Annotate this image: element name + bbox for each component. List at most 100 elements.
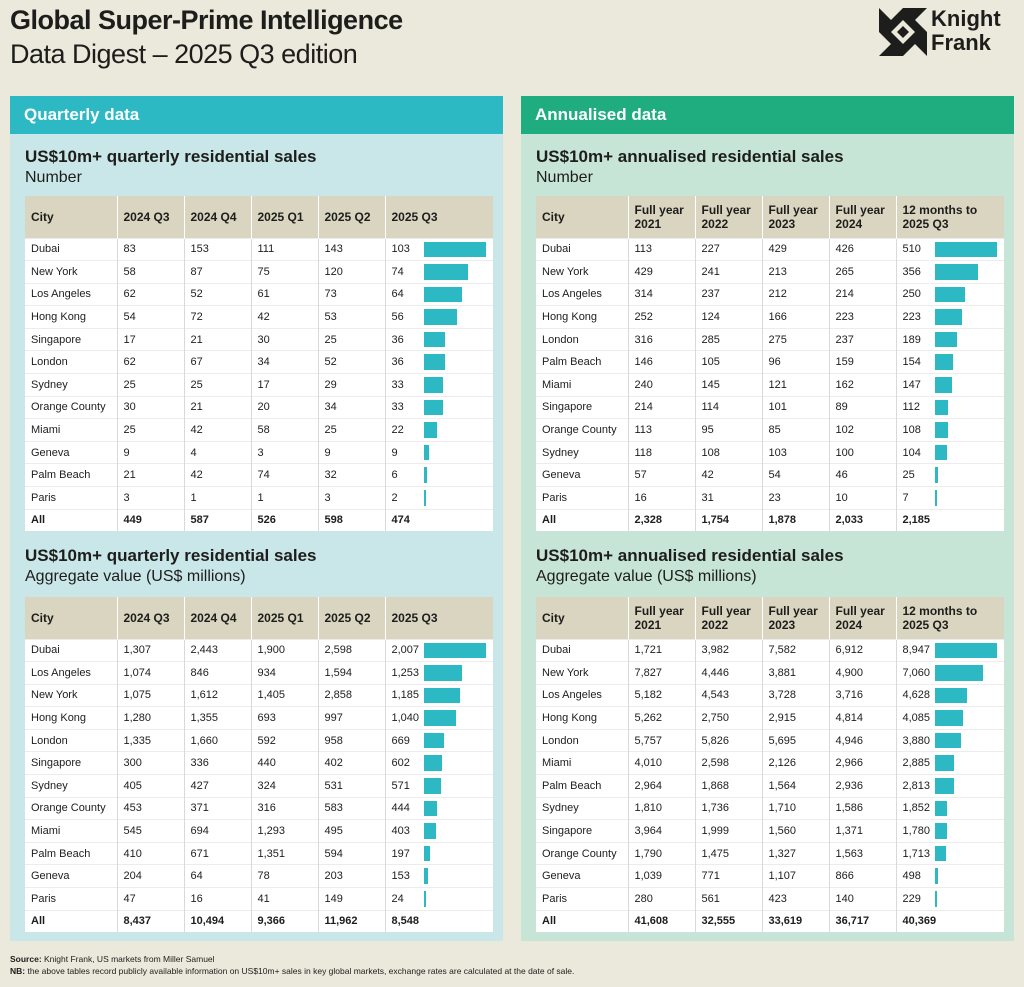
value-cell: 213 [761, 260, 829, 284]
table-row: Palm Beach 2,964 1,868 1,564 2,936 2,813 [536, 774, 1004, 798]
value-cell: 2,964 [627, 774, 695, 798]
city-cell: Hong Kong [536, 706, 628, 730]
value-cell: 54 [761, 463, 829, 487]
value-cell: 21 [183, 327, 251, 351]
table-row: Hong Kong 1,280 1,355 693 997 1,040 [25, 706, 493, 730]
latest-value-cell: 571 [384, 774, 493, 798]
value-bar [934, 444, 948, 461]
latest-value-cell: 3,880 [895, 728, 1004, 752]
column-header: 2024 Q4 [183, 196, 251, 238]
city-cell: Miami [25, 819, 117, 843]
value-cell: 52 [317, 350, 385, 374]
value-cell: 227 [694, 237, 762, 261]
value-cell: 1,335 [116, 728, 184, 752]
table-row: Singapore 300 336 440 402 602 [25, 751, 493, 775]
value-cell: 324 [250, 774, 318, 798]
city-cell: Los Angeles [536, 282, 628, 306]
value-bar [934, 399, 949, 416]
value-cell: 214 [828, 282, 896, 306]
column-header: 2025 Q3 [384, 597, 493, 639]
cell-value: 154 [902, 356, 921, 369]
value-cell: 866 [828, 864, 896, 888]
value-cell: 30 [116, 395, 184, 419]
value-bar [423, 241, 486, 258]
latest-value-cell: 223 [895, 305, 1004, 329]
column-header: 12 months to 2025 Q3 [895, 597, 1004, 639]
value-cell: 7,582 [761, 638, 829, 662]
value-cell: 1,612 [183, 683, 251, 707]
value-cell: 7,827 [627, 661, 695, 685]
cell-value: 1,040 [391, 712, 420, 725]
section-subtitle: Aggregate value (US$ millions) [25, 568, 246, 585]
quarterly-value-section: US$10m+ quarterly residential sales Aggr… [25, 545, 493, 933]
value-cell: 41 [250, 887, 318, 911]
value-cell: 1,405 [250, 683, 318, 707]
value-cell: 108 [694, 440, 762, 464]
latest-value-cell: 403 [384, 819, 493, 843]
latest-value-cell: 1,852 [895, 796, 1004, 820]
value-cell: 21 [116, 463, 184, 487]
value-cell: 5,826 [694, 728, 762, 752]
value-cell: 2,750 [694, 706, 762, 730]
source-label: Source: [10, 954, 42, 964]
city-cell: Hong Kong [25, 706, 117, 730]
latest-value-cell: 250 [895, 282, 1004, 306]
section-subtitle: Aggregate value (US$ millions) [536, 568, 757, 585]
latest-value-cell: 8,947 [895, 638, 1004, 662]
latest-value-cell: 1,780 [895, 819, 1004, 843]
value-bar [934, 377, 953, 393]
column-header: City [536, 597, 628, 639]
table-row: Paris 47 16 41 149 24 [25, 887, 493, 911]
value-bar [934, 665, 984, 681]
latest-value-cell: 104 [895, 440, 1004, 464]
cell-value: 2,885 [902, 757, 931, 770]
value-cell: 336 [183, 751, 251, 775]
value-bar [423, 309, 458, 325]
table-row: Palm Beach 21 42 74 32 6 [25, 463, 493, 487]
knight-frank-logo-icon [879, 8, 927, 56]
city-cell: Paris [536, 887, 628, 911]
cell-value: 4,628 [902, 689, 931, 702]
value-cell: 47 [116, 887, 184, 911]
value-cell: 214 [627, 395, 695, 419]
latest-value-cell: 229 [895, 887, 1004, 911]
value-bar [934, 687, 967, 704]
value-cell: 1,736 [694, 796, 762, 820]
value-cell: 32 [317, 463, 385, 487]
city-cell: New York [25, 683, 117, 707]
column-header: 2025 Q1 [250, 597, 318, 639]
city-cell: New York [25, 260, 117, 284]
value-bar [934, 778, 954, 794]
table-row: New York 1,075 1,612 1,405 2,858 1,185 [25, 683, 493, 707]
cell-value: 2,813 [902, 779, 931, 792]
total-row: All 2,328 1,754 1,878 2,033 2,185 [536, 508, 1004, 532]
value-cell: 2,966 [828, 751, 896, 775]
value-cell: 402 [317, 751, 385, 775]
value-cell: 1,327 [761, 841, 829, 865]
city-cell: London [536, 728, 628, 752]
cell-value: 571 [391, 779, 410, 792]
value-cell: 1,351 [250, 841, 318, 865]
column-header: City [536, 196, 628, 238]
value-cell: 3,982 [694, 638, 762, 662]
value-cell: 10 [828, 486, 896, 510]
value-cell: 153 [183, 237, 251, 261]
value-cell: 2,598 [317, 638, 385, 662]
table-row: Geneva 204 64 78 203 153 [25, 864, 493, 888]
table-row: Sydney 25 25 17 29 33 [25, 373, 493, 397]
table-row: Palm Beach 146 105 96 159 154 [536, 350, 1004, 374]
latest-value-cell: 2,813 [895, 774, 1004, 798]
value-cell: 4,946 [828, 728, 896, 752]
value-cell: 300 [116, 751, 184, 775]
latest-value-cell: 64 [384, 282, 493, 306]
total-value: 41,608 [627, 909, 695, 933]
value-cell: 405 [116, 774, 184, 798]
total-row: All 8,437 10,494 9,366 11,962 8,548 [25, 909, 493, 933]
table-row: London 62 67 34 52 36 [25, 350, 493, 374]
value-cell: 6,912 [828, 638, 896, 662]
value-cell: 240 [627, 373, 695, 397]
value-cell: 30 [250, 327, 318, 351]
value-bar [934, 732, 962, 749]
value-cell: 67 [183, 350, 251, 374]
city-cell: Sydney [25, 373, 117, 397]
